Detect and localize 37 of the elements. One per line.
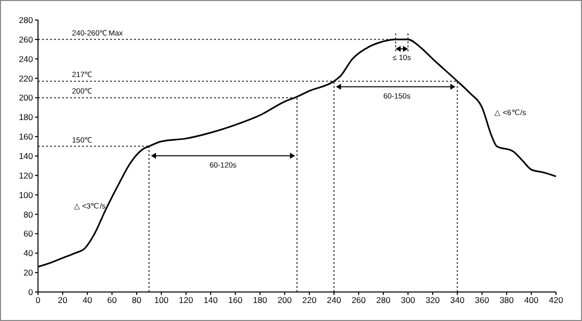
x-tick-label: 260: [352, 295, 366, 306]
y-tick-label: 80: [24, 209, 34, 220]
y-tick-label: 120: [18, 170, 34, 180]
x-tick-label: 60: [107, 295, 117, 306]
x-tick-label: 140: [204, 295, 218, 306]
y-tick-label: 180: [18, 112, 34, 122]
x-tick-label: 40: [82, 295, 92, 306]
x-tick-label: 400: [524, 295, 539, 306]
y-tick-label: 40: [24, 248, 34, 258]
y-tick-label: 100: [18, 190, 34, 200]
y-tick-label: 140: [18, 151, 34, 162]
y-tick-label: 220: [18, 73, 34, 84]
x-tick-label: 120: [178, 295, 194, 306]
x-tick-label: 80: [132, 295, 142, 306]
x-tick-label: 340: [450, 295, 465, 306]
x-tick-label: 100: [154, 295, 169, 306]
y-tick-label: 240: [18, 54, 34, 64]
x-tick-label: 280: [376, 295, 391, 306]
x-tick-label: 240: [326, 295, 342, 306]
x-tick-label: 200: [278, 295, 292, 306]
y-tick-label: 20: [24, 268, 34, 278]
x-tick-label: 300: [400, 295, 416, 306]
x-tick-label: 20: [58, 295, 68, 306]
y-tick-label: 160: [18, 132, 34, 142]
y-tick-label: 0: [28, 287, 34, 298]
x-tick-label: 220: [302, 295, 317, 306]
y-tick-label: 60: [24, 228, 34, 239]
x-tick-label: 420: [548, 295, 564, 306]
x-tick-label: 380: [500, 295, 514, 306]
y-tick-label: 280: [18, 15, 34, 26]
x-tick-label: 0: [36, 295, 41, 306]
y-tick-label: 260: [18, 34, 34, 44]
x-tick-label: 180: [252, 295, 268, 306]
y-tick-label: 200: [18, 92, 34, 103]
x-tick-label: 160: [228, 295, 243, 306]
x-tick-label: 360: [474, 295, 490, 306]
x-tick-label: 320: [426, 295, 440, 306]
